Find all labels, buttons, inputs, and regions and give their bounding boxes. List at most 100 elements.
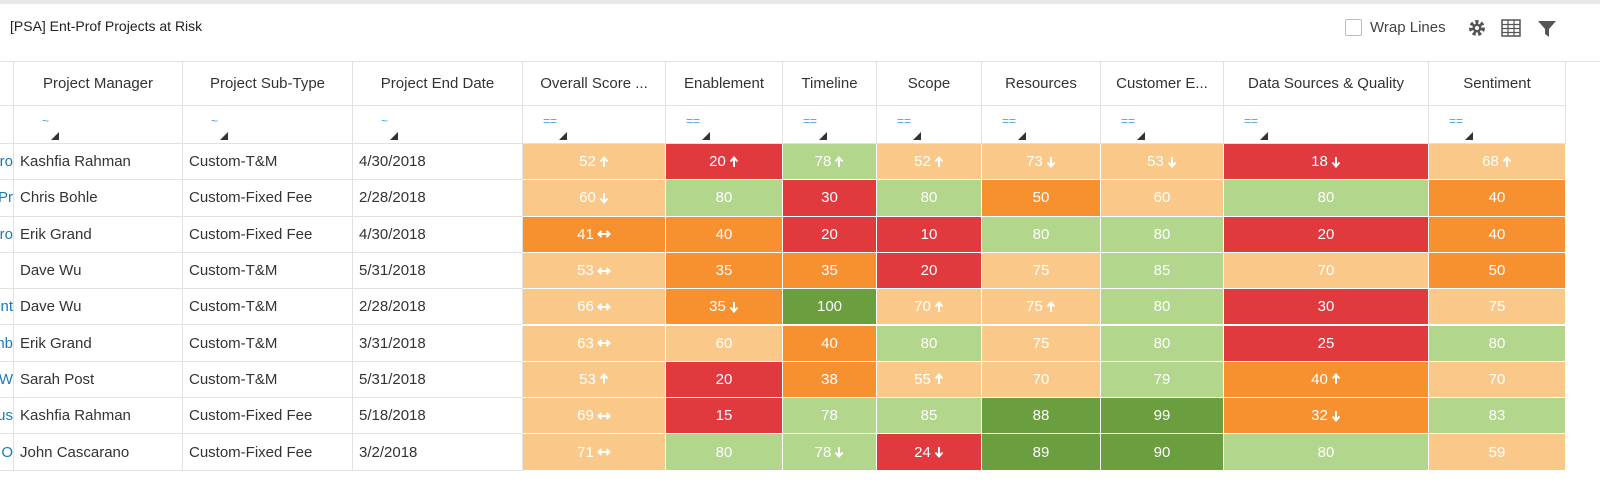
score-value: 20 (1317, 225, 1335, 243)
column-header[interactable]: Resources (982, 62, 1101, 106)
score-value: 60 (1153, 189, 1171, 207)
header-cell (0, 62, 14, 106)
filter-icon[interactable] (1537, 19, 1557, 39)
column-header[interactable]: Data Sources & Quality (1224, 62, 1429, 106)
score-cell: 73 (982, 144, 1101, 181)
filter-corner (819, 132, 827, 140)
column-header[interactable]: Project Sub-Type (183, 62, 353, 106)
column-header[interactable]: Project End Date (353, 62, 523, 106)
score-value: 55 (914, 370, 931, 388)
trend-arrow (934, 155, 944, 167)
filter-corner (1465, 132, 1473, 140)
score-value: 53 (577, 262, 594, 280)
score-cell: 10 (877, 216, 982, 253)
subtype-cell: Custom-Fixed Fee (183, 180, 353, 217)
column-header[interactable]: Timeline (783, 62, 877, 106)
column-filter[interactable]: == (1429, 106, 1566, 144)
filter-corner (51, 132, 59, 140)
subtype-cell: Custom-T&M (183, 325, 353, 362)
wrap-lines-checkbox[interactable] (1345, 19, 1362, 36)
end-date-cell: 4/30/2018 (353, 216, 523, 253)
column-filter[interactable]: ~ (353, 106, 523, 144)
score-cell: 75 (982, 252, 1101, 290)
manager-cell: Chris Bohle (14, 180, 183, 217)
column-header[interactable]: Enablement (666, 62, 783, 106)
column-header[interactable]: Sentiment (1429, 62, 1566, 106)
column-header[interactable]: Overall Score ... (523, 62, 666, 106)
score-cell: 99 (1101, 398, 1224, 435)
score-value: 15 (715, 407, 733, 425)
score-cell: 78 (783, 434, 877, 471)
column-header[interactable]: Customer E... (1101, 62, 1224, 106)
trend-arrow (1331, 373, 1341, 385)
score-cell: 80 (877, 325, 982, 362)
score-value: 40 (1488, 225, 1506, 243)
column-header[interactable]: Scope (877, 62, 982, 106)
column-filter[interactable]: == (1101, 106, 1224, 144)
score-cell: 85 (1101, 252, 1224, 290)
filter-operator: == (1244, 114, 1259, 128)
manager-cell: Erik Grand (14, 216, 183, 253)
score-value: 70 (1488, 370, 1506, 388)
score-cell: 80 (1224, 180, 1429, 217)
column-filter[interactable]: ~ (183, 106, 353, 144)
score-value: 70 (914, 298, 931, 316)
score-cell: 15 (666, 398, 783, 435)
settings-icon[interactable] (1467, 18, 1487, 38)
score-value: 20 (920, 262, 938, 280)
score-cell: 53 (1101, 144, 1224, 181)
manager-cell: Erik Grand (14, 325, 183, 362)
score-cell: 80 (877, 180, 982, 217)
score-value: 69 (577, 407, 594, 425)
column-filter[interactable]: == (877, 106, 982, 144)
score-value: 35 (709, 298, 726, 316)
end-date-cell: 3/2/2018 (353, 434, 523, 471)
score-cell: 32 (1224, 398, 1429, 435)
score-value: 99 (1153, 407, 1171, 425)
table-icon[interactable] (1501, 19, 1521, 37)
score-value: 10 (920, 225, 938, 243)
manager-cell: Dave Wu (14, 289, 183, 326)
score-cell: 35 (783, 252, 877, 290)
score-value: 75 (1488, 298, 1506, 316)
score-value: 89 (1032, 443, 1050, 461)
column-filter[interactable]: == (982, 106, 1101, 144)
trend-arrow (596, 266, 611, 275)
score-value: 75 (1032, 262, 1050, 280)
trend-arrow (835, 155, 844, 167)
score-cell: 35 (666, 289, 783, 326)
score-value: 80 (920, 334, 938, 352)
column-filter[interactable]: ~ (14, 106, 183, 144)
link-fragment: O (0, 434, 14, 471)
score-value: 35 (821, 262, 838, 280)
filter-corner (1260, 132, 1268, 140)
score-value: 18 (1311, 153, 1328, 171)
column-header[interactable]: Project Manager (14, 62, 183, 106)
score-value: 63 (577, 334, 594, 352)
end-date-cell: 5/31/2018 (353, 361, 523, 399)
wrap-lines-label[interactable]: Wrap Lines (1370, 19, 1446, 36)
manager-cell: Kashfia Rahman (14, 144, 183, 181)
score-value: 80 (1153, 225, 1171, 243)
score-cell: 69 (523, 398, 666, 435)
score-value: 80 (1153, 298, 1171, 316)
score-value: 30 (1317, 298, 1335, 316)
score-value: 20 (709, 153, 726, 171)
trend-arrow (599, 192, 609, 204)
score-cell: 80 (1429, 325, 1566, 362)
column-filter[interactable]: == (1224, 106, 1429, 144)
score-value: 80 (1317, 189, 1335, 207)
subtype-cell: Custom-T&M (183, 361, 353, 399)
column-filter[interactable]: == (523, 106, 666, 144)
filter-operator: ~ (381, 114, 389, 128)
score-cell: 53 (523, 252, 666, 290)
column-filter[interactable]: == (783, 106, 877, 144)
score-cell: 25 (1224, 325, 1429, 362)
column-filter[interactable]: == (666, 106, 783, 144)
score-value: 32 (1311, 407, 1328, 425)
score-cell: 30 (1224, 289, 1429, 326)
score-value: 40 (1311, 370, 1328, 388)
filter-corner (1137, 132, 1145, 140)
score-cell: 20 (783, 216, 877, 253)
filter-corner (1018, 132, 1026, 140)
